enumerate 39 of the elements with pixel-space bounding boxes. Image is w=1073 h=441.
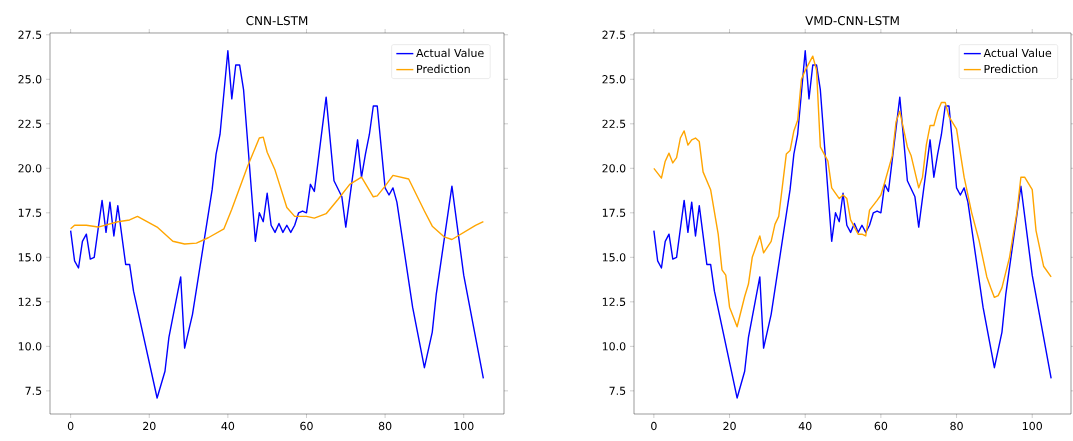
x-tick-label: 40: [221, 421, 235, 431]
y-tick-label: 22.5: [602, 119, 626, 128]
y-tick-label: 12.5: [18, 297, 42, 306]
x-tick-label: 60: [874, 421, 888, 431]
y-tick-label: 7.5: [609, 386, 626, 395]
y-tick-label: 17.5: [18, 208, 42, 217]
y-tick-label: 12.5: [602, 297, 626, 306]
y-tick-label: 17.5: [602, 208, 626, 217]
line-series: [653, 50, 1052, 399]
x-tick-label: 0: [67, 421, 74, 431]
y-tick-label: 10.0: [18, 342, 42, 351]
chart-title: CNN-LSTM: [246, 16, 308, 26]
y-tick-label: 25.0: [18, 75, 42, 84]
y-tick-label: 20.0: [18, 164, 42, 173]
x-tick-label: 40: [798, 421, 812, 431]
legend-label: Actual Value: [416, 48, 484, 58]
y-tick-label: 25.0: [602, 75, 626, 84]
y-tick-label: 10.0: [602, 342, 626, 351]
line-series: [69, 50, 485, 399]
legend-label: Prediction: [417, 64, 470, 74]
legend-label: Prediction: [984, 64, 1038, 74]
y-tick-label: 27.5: [18, 30, 42, 39]
y-tick-label: 15.0: [602, 253, 626, 262]
line-series: [653, 55, 1052, 328]
legend-label: Actual Value: [983, 48, 1052, 58]
y-tick-label: 22.5: [18, 119, 42, 128]
x-tick-label: 100: [1022, 421, 1042, 431]
x-tick-label: 20: [143, 421, 156, 431]
y-tick-label: 20.0: [602, 164, 626, 173]
y-tick-label: 15.0: [18, 253, 42, 262]
x-tick-label: 60: [300, 421, 313, 431]
chart-title: VMD-CNN-LSTM: [805, 16, 899, 26]
y-tick-label: 7.5: [25, 386, 42, 395]
y-tick-label: 27.5: [602, 30, 626, 39]
x-tick-label: 80: [378, 421, 392, 431]
x-tick-label: 0: [651, 421, 657, 431]
x-tick-label: 20: [723, 421, 736, 431]
x-tick-label: 100: [454, 421, 474, 431]
x-tick-label: 80: [950, 421, 963, 431]
